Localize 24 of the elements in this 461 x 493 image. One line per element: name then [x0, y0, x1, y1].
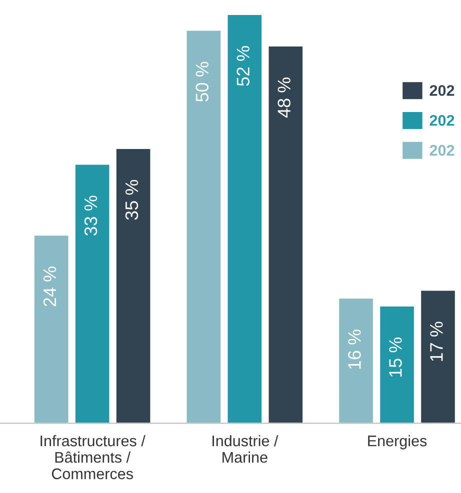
bar [115, 148, 152, 424]
bar [338, 297, 374, 424]
legend-label: 202 [430, 85, 454, 96]
data-label: 33 % [84, 196, 98, 236]
data-label: 48 % [278, 78, 290, 118]
data-label: 16 % [348, 330, 361, 369]
data-label: 15 % [389, 338, 402, 377]
x-tick-label: Energies [368, 435, 427, 450]
bar [226, 14, 263, 424]
bar [378, 305, 416, 424]
legend-label: 202 [430, 144, 454, 156]
bar [420, 289, 456, 424]
bar [33, 234, 70, 424]
data-label: 50 % [196, 62, 209, 102]
data-label: 35 % [125, 180, 138, 220]
data-label: 17 % [430, 322, 443, 361]
legend-label: 202 [430, 114, 454, 126]
data-label: 52 % [236, 46, 250, 86]
x-tick-label: Infrastructures / Bâtiments / Commerces [40, 435, 146, 480]
bar [267, 45, 304, 424]
x-tick-label: Industrie / Marine [212, 435, 278, 463]
bar [74, 163, 111, 424]
bar [185, 29, 222, 424]
data-label: 24 % [43, 266, 56, 306]
